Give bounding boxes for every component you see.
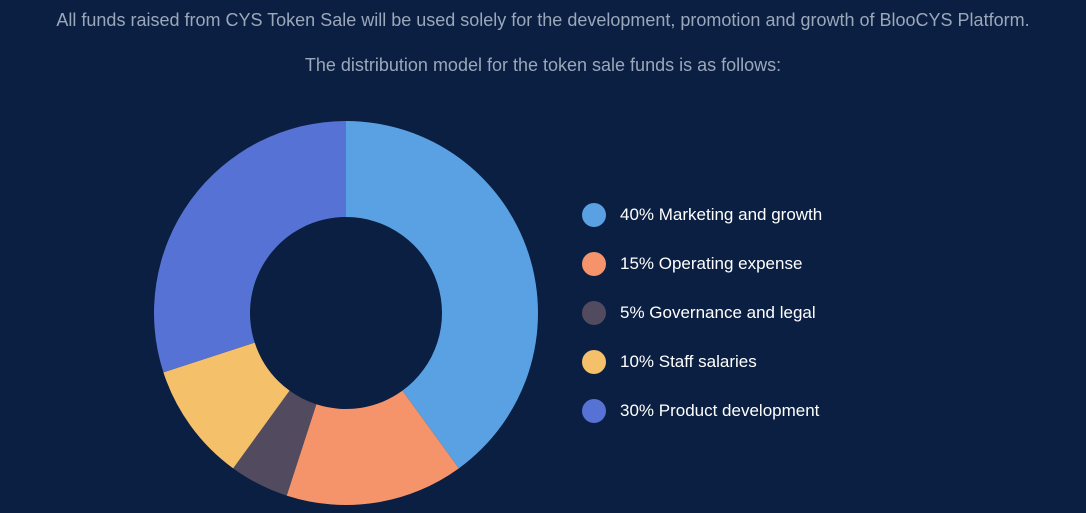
legend-swatch-product (582, 398, 606, 423)
legend-swatch-operating (582, 251, 606, 276)
legend-swatch-governance (582, 300, 606, 325)
legend-label-marketing: 40% Marketing and growth (620, 204, 823, 224)
legend-item-marketing: 40% Marketing and growth (582, 190, 822, 239)
legend-label-product: 30% Product development (620, 400, 820, 420)
legend-label-staff: 10% Staff salaries (620, 351, 757, 371)
legend-swatch-marketing (582, 202, 606, 227)
funds-usage-statement: All funds raised from CYS Token Sale wil… (56, 10, 1030, 30)
donut-slice-staff (163, 342, 290, 469)
donut-slice-governance (233, 390, 317, 496)
chart-legend: 40% Marketing and growth 15% Operating e… (582, 190, 822, 435)
donut-slice-marketing (346, 121, 539, 469)
donut-slice-operating (286, 390, 459, 505)
legend-swatch-staff (582, 349, 606, 374)
distribution-donut-chart (154, 121, 539, 505)
legend-item-product: 30% Product development (582, 386, 822, 435)
legend-item-operating: 15% Operating expense (582, 239, 822, 288)
legend-item-governance: 5% Governance and legal (582, 288, 822, 337)
legend-label-governance: 5% Governance and legal (620, 302, 816, 322)
legend-label-operating: 15% Operating expense (620, 253, 803, 273)
legend-item-staff: 10% Staff salaries (582, 337, 822, 386)
donut-slice-product (154, 121, 346, 373)
distribution-intro: The distribution model for the token sal… (304, 55, 782, 75)
